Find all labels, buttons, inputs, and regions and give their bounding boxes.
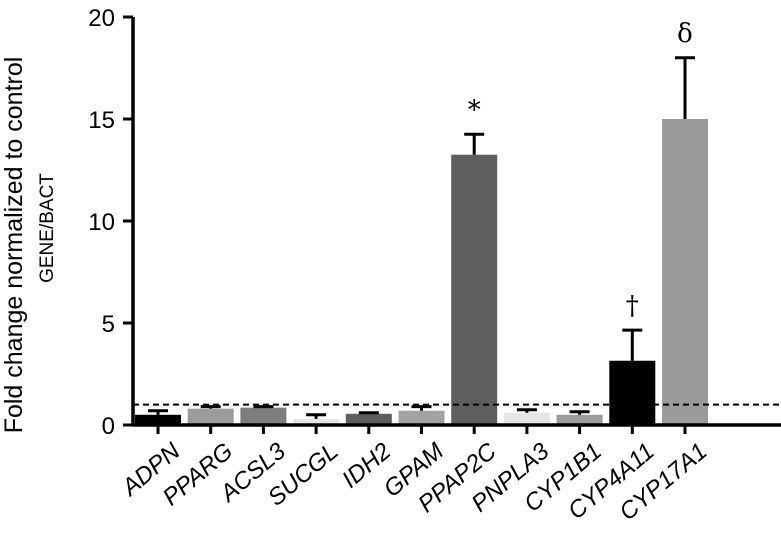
y-axis-ticks: 0 5 10 15 20 [88, 5, 133, 440]
bar-cyp17a1 [662, 119, 708, 425]
y-tick-label: 0 [102, 413, 115, 440]
bar-adpn [135, 414, 181, 425]
bar-pparg [187, 408, 234, 425]
axes [131, 17, 781, 434]
annotation-cyp17a1: δ [677, 19, 693, 49]
bar-cyp1b1 [556, 414, 603, 425]
y-axis-subtitle: GENE/BACT [37, 173, 58, 283]
y-axis-title: Fold change normalized to control [0, 57, 28, 434]
annotations: * † δ [468, 19, 693, 321]
y-tick-label: 5 [102, 311, 115, 338]
bar-acsl3 [240, 407, 287, 425]
y-tick-label: 10 [88, 209, 115, 236]
bar-idh2 [345, 413, 392, 425]
bar-cyp4a11 [609, 360, 656, 425]
bar-sucgl [293, 418, 340, 425]
annotation-ppap2c: * [468, 95, 481, 125]
bar-ppap2c [451, 154, 498, 425]
bar-gpam [398, 410, 445, 425]
bar-pnpla3 [503, 412, 550, 425]
y-tick-label: 20 [88, 5, 115, 32]
x-axis-labels: ADPNPPARGACSL3SUCGLIDH2GPAMPPAP2CPNPLA3C… [115, 437, 712, 526]
bars [135, 56, 708, 425]
annotation-cyp4a11: † [626, 291, 639, 321]
y-tick-label: 15 [88, 107, 115, 134]
